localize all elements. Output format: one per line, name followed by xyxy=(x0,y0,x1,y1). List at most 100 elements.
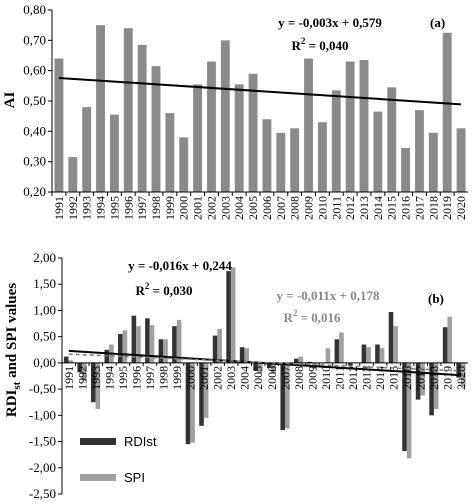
b-y-tick-label: -1,50 xyxy=(29,434,56,449)
b-ylabel-main: RDI xyxy=(4,389,20,417)
a-bar-1994 xyxy=(96,25,105,192)
a-x-tick-label: 2008 xyxy=(288,196,302,220)
b-spi-r2-value: = 0,016 xyxy=(297,310,341,325)
a-bar-2015 xyxy=(387,87,397,192)
b-x-tick-label: 2009 xyxy=(305,366,319,390)
a-bar-2016 xyxy=(401,148,411,192)
a-x-tick-label: 2010 xyxy=(315,196,329,220)
a-x-tick-label: 2006 xyxy=(260,196,274,220)
b-bar-RDIst-1998 xyxy=(158,339,164,363)
b-bar-SPI-1997 xyxy=(149,325,155,363)
b-bar-RDIst-2008 xyxy=(293,358,299,363)
a-bar-2010 xyxy=(317,122,327,192)
b-bar-SPI-2011 xyxy=(339,332,344,363)
b-y-axis-label: RDIst and SPI values xyxy=(4,283,23,417)
a-bar-1995 xyxy=(109,114,119,192)
a-x-tick-label: 2001 xyxy=(191,196,205,220)
b-x-tick-label: 2006 xyxy=(265,366,279,390)
b-bar-RDIst-2009 xyxy=(307,361,313,363)
a-x-tick-label: 2018 xyxy=(426,196,440,220)
b-bar-SPI-2002 xyxy=(217,328,222,363)
b-x-tick-label: 1997 xyxy=(143,366,157,390)
b-bar-SPI-2000 xyxy=(190,362,195,443)
b-bar-SPI-2019 xyxy=(447,316,453,363)
b-spi-r2-exponent: 2 xyxy=(293,308,298,318)
b-rdi-r2-prefix: R xyxy=(135,283,145,298)
b-y-tick-label: 0,00 xyxy=(33,355,56,370)
b-x-tick-label: 2010 xyxy=(319,366,333,390)
a-bar-1993 xyxy=(82,107,92,192)
b-spi-r-squared: R2 = 0,016 xyxy=(283,308,341,325)
b-bar-SPI-2018 xyxy=(433,362,439,410)
a-y-tick-label: 0,20 xyxy=(23,184,46,199)
a-panel-label: (a) xyxy=(430,15,445,30)
a-x-tick-label: 2015 xyxy=(385,196,399,220)
panel-b: -2,50 -2,00 -1,50 -1,00 -0,50 0,00 0,50 1,00 1,5… xyxy=(4,250,468,501)
b-x-tick-label: 2003 xyxy=(224,366,238,390)
b-x-tick-label: 2002 xyxy=(211,366,225,390)
a-r2-prefix: R xyxy=(291,38,301,53)
b-x-tick-label: 2001 xyxy=(197,366,211,390)
b-x-tick-label: 2012 xyxy=(346,366,360,390)
a-bar-2011 xyxy=(331,90,341,192)
legend-swatch-rdist xyxy=(80,438,116,445)
b-bar-RDIst-2014 xyxy=(375,344,380,363)
b-bar-SPI-2003 xyxy=(230,267,236,363)
b-bar-RDIst-1997 xyxy=(145,318,150,363)
b-bar-SPI-2005 xyxy=(257,362,263,374)
b-bar-RDIst-2016 xyxy=(402,362,407,451)
b-bar-RDIst-1991 xyxy=(63,356,69,363)
b-x-tick-label: 1998 xyxy=(157,366,171,390)
b-spi-r2-prefix: R xyxy=(283,310,293,325)
b-bar-SPI-2001 xyxy=(203,362,209,418)
a-x-tick-label: 1994 xyxy=(94,196,108,220)
a-x-tick-label: 2016 xyxy=(399,196,413,220)
b-x-tick-label: 1992 xyxy=(75,366,89,390)
b-x-tick-label: 2004 xyxy=(238,366,252,390)
a-x-tick-label: 2019 xyxy=(440,196,454,220)
a-bar-1998 xyxy=(151,66,161,192)
a-trend-line xyxy=(58,76,462,106)
b-bar-RDIst-2015 xyxy=(388,312,394,363)
b-bar-RDIst-2019 xyxy=(442,327,448,363)
b-bar-RDIst-2017 xyxy=(415,362,421,400)
a-trend-equation: y = -0,003x + 0,579 xyxy=(278,15,382,30)
b-rdi-r-squared: R2 = 0,030 xyxy=(135,281,192,298)
a-bar-2017 xyxy=(415,110,424,192)
b-bar-RDIst-1995 xyxy=(118,334,123,363)
b-x-tick-label: 2011 xyxy=(332,366,346,390)
b-bar-RDIst-1996 xyxy=(131,315,137,363)
b-legend: RDIst SPI xyxy=(80,434,157,485)
a-bar-2006 xyxy=(262,119,272,192)
a-x-tick-label: 1997 xyxy=(135,196,149,220)
a-bar-2019 xyxy=(442,32,452,192)
a-y-axis-label: AI xyxy=(2,92,18,109)
legend-swatch-spi xyxy=(80,474,116,481)
a-y-tick-label: 0,50 xyxy=(23,93,46,108)
b-x-tick-label: 1999 xyxy=(170,366,184,390)
a-bar-2002 xyxy=(207,61,216,192)
a-x-tick-label: 2005 xyxy=(246,196,260,220)
a-x-tick-label: 2011 xyxy=(329,196,343,220)
a-x-tick-label: 2013 xyxy=(357,196,371,220)
b-y-tick-label: -2,00 xyxy=(29,460,56,475)
b-bar-SPI-1998 xyxy=(163,339,168,363)
b-bar-SPI-1995 xyxy=(122,330,128,363)
b-bar-SPI-2016 xyxy=(406,362,412,459)
b-x-tick-label: 2013 xyxy=(360,366,374,390)
b-bar-SPI-2013 xyxy=(366,347,371,363)
a-x-tick-label: 2009 xyxy=(302,196,316,220)
a-x-tick-label: 2020 xyxy=(454,196,468,220)
a-x-tick-label: 1992 xyxy=(66,196,80,220)
b-x-tick-label: 2007 xyxy=(278,366,292,390)
b-ylabel-sub: st xyxy=(11,381,23,389)
b-x-tick-label: 2020 xyxy=(454,366,468,390)
b-panel-label: (b) xyxy=(428,291,444,306)
b-bar-SPI-2004 xyxy=(244,348,250,363)
b-bar-RDIst-2013 xyxy=(361,344,367,363)
legend-label-rdist: RDIst xyxy=(124,434,157,449)
a-y-tick-label: 0,70 xyxy=(23,32,46,47)
a-x-tick-label: 1999 xyxy=(163,196,177,220)
a-bar-2018 xyxy=(428,132,438,192)
